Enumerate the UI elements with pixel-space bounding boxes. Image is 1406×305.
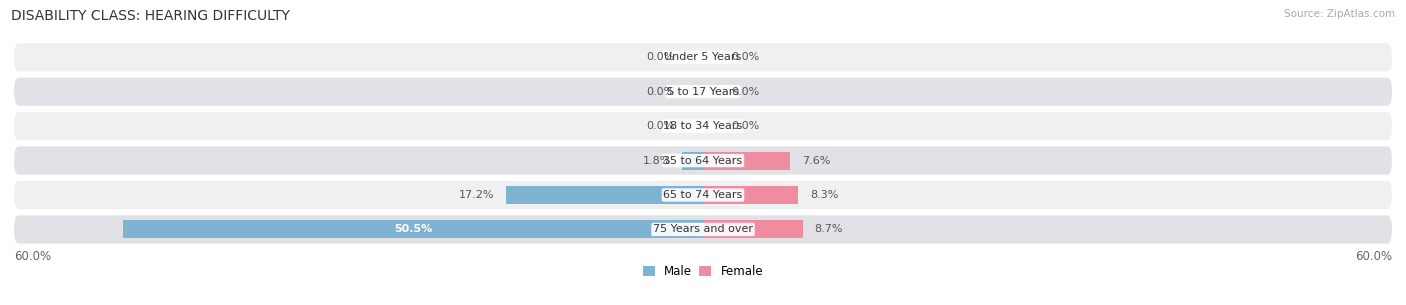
Text: Source: ZipAtlas.com: Source: ZipAtlas.com (1284, 9, 1395, 19)
Text: 35 to 64 Years: 35 to 64 Years (664, 156, 742, 166)
Bar (506, 186, 703, 204)
Bar (703, 186, 799, 204)
Bar (703, 221, 803, 239)
Text: 60.0%: 60.0% (14, 250, 51, 263)
Text: 1.8%: 1.8% (643, 156, 671, 166)
Text: 0.0%: 0.0% (645, 87, 675, 97)
Text: 0.0%: 0.0% (731, 121, 761, 131)
Text: 0.0%: 0.0% (731, 87, 761, 97)
Text: 60.0%: 60.0% (1355, 250, 1392, 263)
Text: Under 5 Years: Under 5 Years (665, 52, 741, 62)
Bar (682, 152, 703, 170)
Legend: Male, Female: Male, Female (638, 260, 768, 283)
FancyBboxPatch shape (14, 77, 1392, 106)
Text: 8.7%: 8.7% (814, 224, 842, 235)
Text: 0.0%: 0.0% (645, 121, 675, 131)
Text: 0.0%: 0.0% (645, 52, 675, 62)
Text: 0.0%: 0.0% (731, 52, 761, 62)
Text: 18 to 34 Years: 18 to 34 Years (664, 121, 742, 131)
FancyBboxPatch shape (14, 43, 1392, 71)
Text: 75 Years and over: 75 Years and over (652, 224, 754, 235)
Text: 17.2%: 17.2% (458, 190, 494, 200)
FancyBboxPatch shape (14, 112, 1392, 140)
Text: 7.6%: 7.6% (801, 156, 830, 166)
Text: 5 to 17 Years: 5 to 17 Years (666, 87, 740, 97)
FancyBboxPatch shape (14, 181, 1392, 209)
Text: DISABILITY CLASS: HEARING DIFFICULTY: DISABILITY CLASS: HEARING DIFFICULTY (11, 9, 290, 23)
Bar (703, 152, 790, 170)
Text: 50.5%: 50.5% (394, 224, 432, 235)
Text: 8.3%: 8.3% (810, 190, 838, 200)
FancyBboxPatch shape (14, 146, 1392, 175)
FancyBboxPatch shape (14, 215, 1392, 244)
Bar (124, 221, 703, 239)
Text: 65 to 74 Years: 65 to 74 Years (664, 190, 742, 200)
